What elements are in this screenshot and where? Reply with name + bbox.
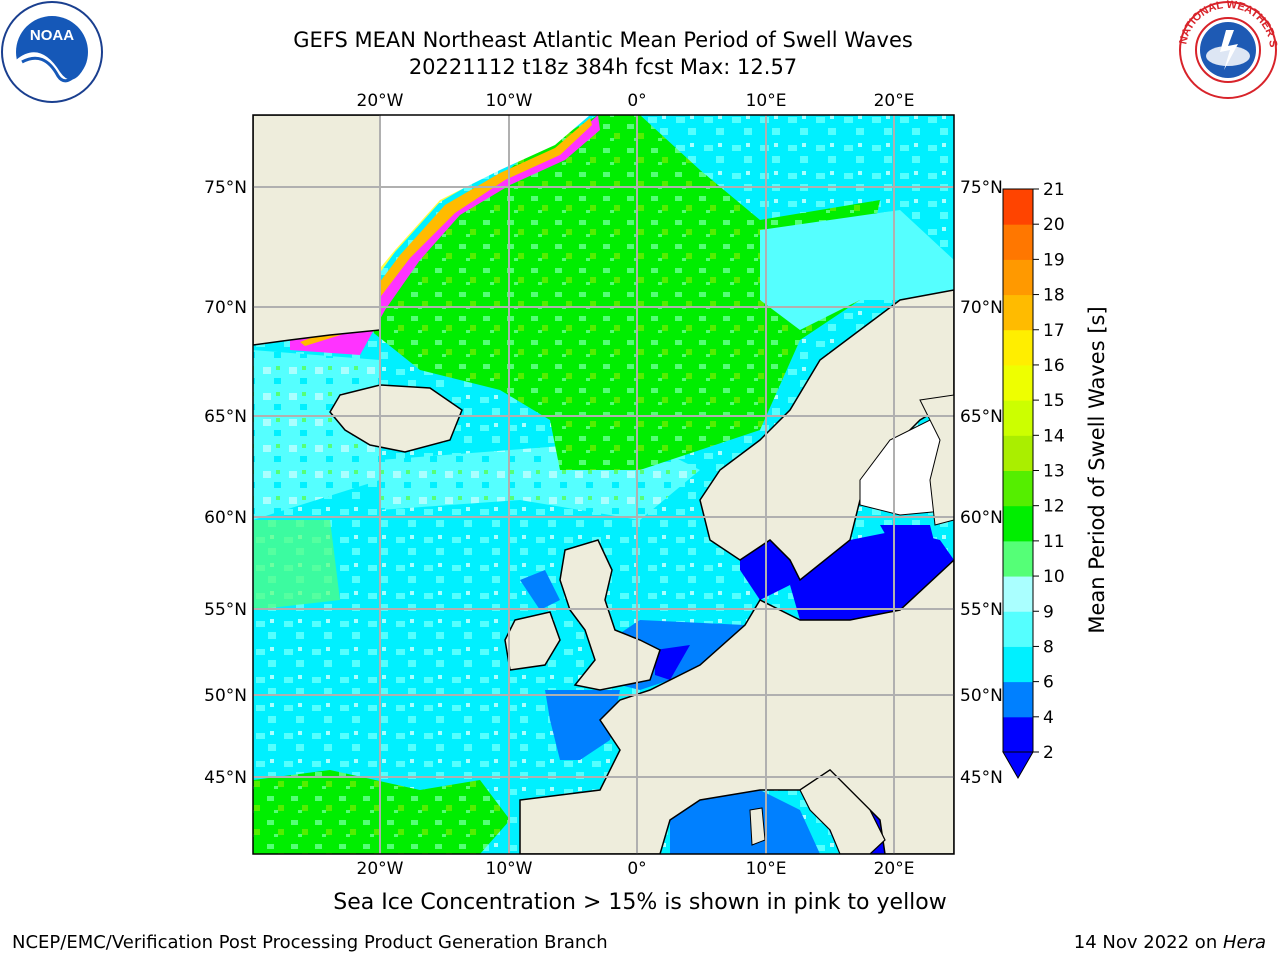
colorbar: 2 4 6 8 9 10 11 12 13 14 15 16 17 18 19 20 21 (1002, 180, 1065, 780)
right-lat-label: 55°N (960, 600, 1003, 620)
producer-credit: NCEP/EMC/Verification Post Processing Pr… (12, 932, 608, 953)
run-date-credit: 14 Nov 2022 on Hera (1074, 932, 1266, 953)
colorbar-tick-label: 18 (1043, 286, 1065, 306)
colorbar-tick-label: 12 (1043, 497, 1065, 517)
colorbar-segment (1003, 329, 1033, 366)
italy (799, 769, 886, 854)
colorbar-tick-label: 9 (1043, 602, 1054, 622)
bottom-lon-label: 20°W (357, 859, 404, 879)
colorbar-segment (1003, 435, 1033, 471)
greenland-land (253, 115, 381, 346)
colorbar-segment (1003, 189, 1033, 225)
gulf-of-bothnia-ice (859, 419, 954, 516)
machine-name: Hera (1222, 932, 1266, 953)
colorbar-title: Mean Period of Swell Waves [s] (1085, 306, 1109, 634)
bottom-lon-labels: 20°W 10°W 0° 10°E 20°E (357, 859, 915, 879)
top-lon-labels: 20°W 10°W 0° 10°E 20°E (357, 91, 915, 111)
colorbar-tick-label: 4 (1043, 708, 1054, 728)
colorbar-tick-label: 17 (1043, 321, 1065, 341)
colorbar-segment (1003, 681, 1033, 718)
top-lon-label: 10°W (486, 91, 533, 111)
map-subtitle: 20221112 t18z 384h fcst Max: 12.57 (408, 55, 798, 79)
noaa-logo-text: NOAA (30, 27, 74, 44)
sardinia (749, 807, 766, 846)
iceland (329, 384, 463, 453)
colorbar-segment (1003, 716, 1033, 753)
map-title: GEFS MEAN Northeast Atlantic Mean Period… (293, 28, 913, 52)
colorbar-tick-label: 15 (1043, 391, 1065, 411)
right-lat-label: 70°N (960, 298, 1003, 318)
colorbar-segment (1003, 259, 1033, 296)
swell-region-med-west (670, 790, 820, 854)
swell-region-barents (640, 115, 954, 220)
colorbar-segment (1003, 470, 1033, 507)
left-lat-labels: 75°N 70°N 65°N 60°N 55°N 50°N 45°N (204, 178, 247, 788)
colorbar-tick-label: 10 (1043, 567, 1065, 587)
colorbar-tick-label: 16 (1043, 356, 1065, 376)
colorbar-segment (1003, 540, 1033, 577)
right-lat-label: 45°N (960, 768, 1003, 788)
top-lon-label: 20°E (874, 91, 915, 111)
colorbar-tick-label: 19 (1043, 250, 1065, 270)
sea-ice-note: Sea Ice Concentration > 15% is shown in … (333, 890, 947, 915)
colorbar-tick-label: 6 (1043, 673, 1054, 693)
sea-ice-edge (290, 115, 600, 355)
run-date: 14 Nov 2022 on (1073, 932, 1223, 953)
colorbar-extend-arrow (1002, 751, 1034, 780)
map-panel (253, 115, 954, 854)
bottom-lon-label: 20°E (874, 859, 915, 879)
noaa-logo: NOAA (1, 1, 103, 103)
colorbar-segment (1003, 646, 1033, 683)
colorbar-segment (1003, 294, 1033, 331)
graticule (253, 115, 954, 854)
left-lat-label: 75°N (204, 178, 247, 198)
colorbar-tick-label: 8 (1043, 637, 1054, 657)
colorbar-tick-label: 11 (1043, 532, 1065, 552)
swell-region-west-green (253, 520, 340, 610)
left-lat-label: 60°N (204, 508, 247, 528)
colorbar-segment (1003, 505, 1033, 542)
top-lon-label: 20°W (357, 91, 404, 111)
colorbar-segment (1003, 576, 1033, 612)
colorbar-segment (1003, 224, 1033, 260)
swell-region-south (253, 770, 510, 854)
left-lat-label: 50°N (204, 686, 247, 706)
swell-region-thames (655, 645, 690, 680)
bottom-lon-label: 0° (627, 859, 646, 879)
great-britain (559, 539, 661, 691)
left-lat-label: 45°N (204, 768, 247, 788)
bottom-lon-label: 10°W (486, 859, 533, 879)
colorbar-segment (1003, 611, 1033, 647)
colorbar-tick-label: 2 (1043, 743, 1054, 763)
nws-logo: NATIONAL WEATHER SERVICE (1176, 0, 1279, 99)
right-lat-labels: 75°N 70°N 65°N 60°N 55°N 50°N 45°N (960, 178, 1003, 788)
colorbar-segment (1003, 364, 1033, 401)
map-frame (252, 114, 955, 855)
finland (919, 394, 954, 526)
swell-region-irish-sea (520, 570, 560, 610)
colorbar-tick-label: 21 (1043, 180, 1065, 200)
bottom-lon-label: 10°E (746, 859, 787, 879)
right-lat-label: 50°N (960, 686, 1003, 706)
colorbar-tick-label: 13 (1043, 462, 1065, 482)
top-lon-label: 10°E (746, 91, 787, 111)
colorbar-tick-label: 20 (1043, 215, 1065, 235)
right-lat-label: 60°N (960, 508, 1003, 528)
left-lat-label: 65°N (204, 407, 247, 427)
colorbar-segment (1003, 400, 1033, 436)
right-lat-label: 65°N (960, 407, 1003, 427)
top-lon-label: 0° (627, 91, 646, 111)
right-lat-label: 75°N (960, 178, 1003, 198)
ireland (504, 611, 561, 671)
colorbar-tick-label: 14 (1043, 426, 1065, 446)
swell-region-bay-biscay (545, 690, 620, 760)
left-lat-label: 55°N (204, 600, 247, 620)
left-lat-label: 70°N (204, 298, 247, 318)
